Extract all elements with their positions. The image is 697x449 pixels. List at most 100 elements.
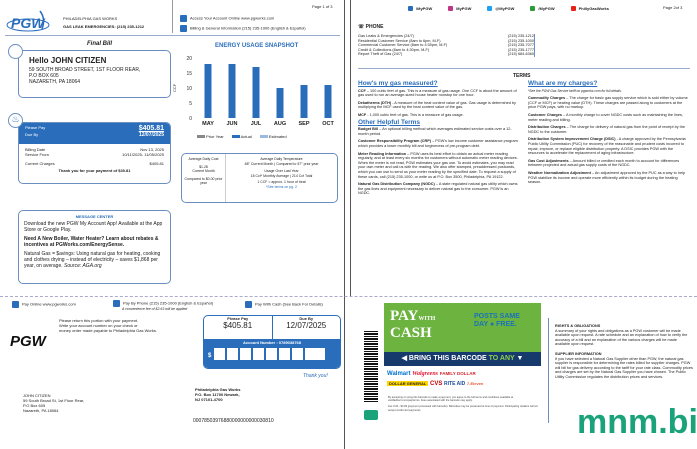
stub-pay-label: Please Pay (227, 316, 249, 321)
amount-entry-boxes[interactable] (214, 347, 327, 365)
current-charges: $405.81 (149, 161, 164, 166)
x-tick-label: MAY (202, 121, 214, 127)
y-tick-label: 20 (186, 56, 192, 62)
instagram-link[interactable]: MyPGW (456, 6, 472, 11)
please-pay-label: Please Pay (25, 125, 46, 130)
scanline: 00078503976880000000000030810 (193, 418, 274, 424)
message-center-title: MESSAGE CENTER (75, 214, 114, 219)
term-def: – PGW's low income customer assistance p… (358, 139, 518, 148)
charges-heading[interactable]: What are my charges? (528, 80, 598, 87)
legend-estimated: Estimated (268, 134, 287, 139)
phone-number: (215) 235-1000 (508, 38, 534, 43)
thank-you: Thank you! (303, 373, 328, 379)
service-label: Service From (25, 152, 49, 157)
term-def: – 100 cubic feet of gas. This is a measu… (358, 88, 517, 98)
remit-line: Philadelphia Gas Works (195, 387, 241, 392)
twitter-icon (487, 6, 493, 12)
flame-icon: ♨ (8, 113, 23, 128)
bar-jun (228, 64, 236, 118)
stub-amount: $405.81 (223, 321, 253, 330)
coupon-to-any: TO ANY (488, 355, 515, 362)
greeting: Hello JOHN CITIZEN (29, 56, 107, 65)
term-name: Customer Charges (528, 112, 562, 117)
page-number: Page 1 of 3 (312, 4, 333, 9)
address-line: 59 SOUTH BROAD STREET, 1ST FLOOR REAR, (29, 67, 141, 73)
customer-line: JOHN CITIZEN (23, 393, 51, 398)
company-name: PHILADELPHIA GAS WORKS (63, 16, 118, 21)
avg-cost-label: Average Daily Cost (188, 157, 219, 161)
dollar-general-logo: DOLLAR GENERAL (387, 381, 429, 386)
helpful-terms-heading[interactable]: Other Helpful Terms (358, 118, 421, 126)
term-name: Commodity Charges (528, 96, 566, 101)
supplier-text: If you have selected a Natural Gas Suppl… (555, 356, 693, 379)
x-tick-label: AUG (274, 121, 286, 127)
phone-label: Gas Leaks & Emergencies (24/7) (358, 34, 414, 38)
nextdoor-icon (530, 6, 536, 12)
dollar-sign: $ (208, 352, 212, 359)
stub-instruction: Write your account number on your check … (59, 323, 138, 328)
phone-label: Credit & Collections (8am to 4:30pm, M-F… (358, 47, 430, 52)
emergency-line: GAS LEAK EMERGENCIES: (215) 235-1212 (63, 24, 145, 29)
avg-cost: $1.28 (199, 164, 208, 169)
remit-line: NJ 07101-4700 (195, 397, 223, 402)
pay-phone: Pay By Phone (215) 235-1000 (English & E… (123, 300, 214, 306)
legend-prior: Prior Year (206, 134, 224, 139)
usage-title: Usage Over Last Year (264, 169, 299, 173)
term-name: Customer Responsibility Program (CRP) (358, 139, 431, 144)
computer-icon (12, 301, 19, 308)
chart-legend: Prior Year Actual Estimated (197, 134, 287, 139)
phone-number: (215) 684-6360 (508, 52, 534, 56)
instagram-icon (448, 6, 454, 12)
term-name: Dekatherms (DTH) (358, 100, 392, 105)
cvs-logo: CVS (430, 381, 443, 387)
coupon-fine-print: Fee 0.00 - $3.99 (payment processed with… (388, 405, 538, 412)
phone-label: Commercial Customer Service (8am to 4:30… (358, 43, 448, 47)
y-axis-label: CCF (172, 83, 177, 92)
stub-payment-box: Please Pay $405.81 Due By 12/07/2025 Accou… (203, 315, 341, 369)
bar-oct (324, 85, 332, 118)
bar-aug (276, 88, 284, 118)
youtube-link[interactable]: PhillyGasWorks (578, 6, 609, 11)
online-access[interactable]: Access Your Account Online www.pgworks.c… (190, 15, 275, 21)
term-def: - A charge approved by the Pennsylvania … (528, 137, 686, 156)
nextdoor-link[interactable]: /MyPGW (538, 6, 555, 11)
bar-sep (300, 85, 308, 118)
customer-line: Nazareth, PA 18064 (23, 408, 59, 413)
term-name: Gas Cost Adjustments (528, 158, 569, 163)
watermark-text: mnm.bio (577, 403, 697, 441)
ccf-note: 1 CCF = approx. 1 hour of heat (257, 180, 306, 184)
term-def: – An adjustment approved by the PUC as a… (528, 170, 686, 185)
watermark: mnm.bio (577, 402, 697, 442)
social-links: /MyPGW MyPGW @MyPGW /MyPGW PhillyGasWork… (408, 6, 609, 12)
terms-link[interactable]: *See terms on pg. 2 (266, 184, 297, 189)
phone-number: (215) 235-7077 (508, 43, 534, 47)
term-def: – The charge for basic gas supply servic… (528, 96, 688, 110)
measured-heading[interactable]: How's my gas measured? (358, 80, 438, 87)
term-name: Distribution Charges (528, 125, 566, 130)
temp-value: 68° Current Month | Compared to 57° prio… (244, 161, 319, 166)
pgw-logo: PGW (6, 9, 56, 33)
term-name: CCF (358, 88, 366, 93)
person-icon (8, 44, 23, 59)
due-date: 12/07/2025 (138, 132, 164, 138)
walgreens-logo: Walgreens (412, 371, 439, 377)
message-item: Natural Gas = $avings: Using natural gas… (24, 251, 161, 269)
twitter-link[interactable]: @MyPGW (495, 6, 515, 11)
barcode (364, 330, 378, 402)
x-tick-label: SEP (298, 121, 309, 127)
message-item: Download the new PGW My Account App! Ava… (24, 221, 163, 233)
legend-actual: Actual (240, 134, 252, 139)
rights-text: A summary of your rights and obligations… (555, 328, 688, 347)
phone-label: Report Theft of Gas (24/7) (358, 52, 403, 56)
terms-right: What are my charges? *See the PGW Gas Se… (528, 80, 690, 188)
stub-instruction: money order made payable to Philadelphia… (59, 328, 157, 333)
usage-value: 18 Ccf* Monthly Average | 214 Ccf Total (250, 173, 313, 178)
facebook-icon (408, 6, 413, 12)
customer-line: P.O Box 605 (23, 403, 46, 408)
due-label: Due By (25, 132, 39, 137)
pay-online[interactable]: Pay Online www.pgworks.com (22, 301, 76, 307)
facebook-link[interactable]: /MyPGW (416, 6, 433, 11)
address-line: P.O BOX 605 (29, 73, 59, 79)
phone-number: (215) 235-1212 (508, 34, 534, 38)
term-def: – PGW uses its best effort to obtain an … (358, 151, 518, 179)
